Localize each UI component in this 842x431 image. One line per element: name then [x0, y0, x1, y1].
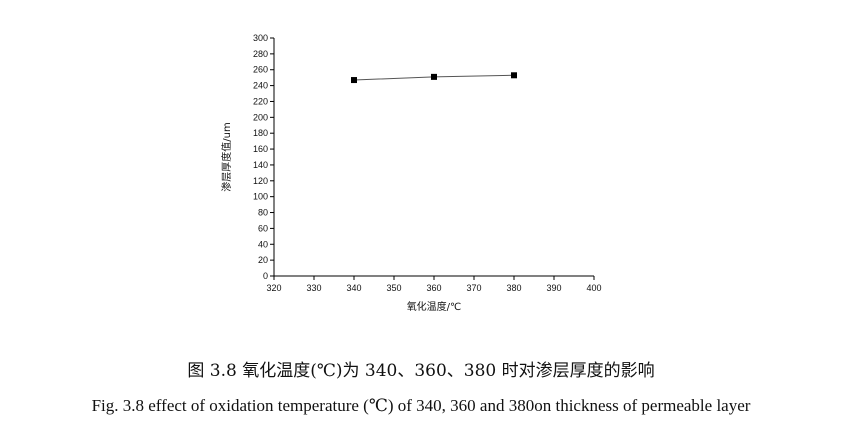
- chart: 0 20 40 60 80 100 120 140 160 180 200 220 240 260 280 3…: [220, 33, 602, 313]
- y-tick-label: 260: [253, 65, 268, 75]
- x-tick-label: 330: [306, 283, 321, 293]
- x-tick-label: 350: [386, 283, 401, 293]
- data-point-marker: [351, 77, 357, 84]
- x-tick-label: 390: [546, 283, 561, 293]
- y-tick-label: 280: [253, 49, 268, 59]
- x-tick-label: 380: [506, 283, 521, 293]
- chart-series: [351, 72, 517, 84]
- x-tick-label: 360: [426, 283, 441, 293]
- figure-caption-chinese: 图 3.8 氧化温度(℃)为 340、360、380 时对渗层厚度的影响: [187, 361, 655, 381]
- y-tick-label: 240: [253, 81, 268, 91]
- y-axis-ticks: 0 20 40 60 80 100 120 140 160 180 200 220 240 260 280 3…: [253, 33, 274, 281]
- y-tick-label: 120: [253, 176, 268, 186]
- y-tick-label: 0: [263, 271, 268, 281]
- data-point-marker: [511, 72, 517, 79]
- y-tick-label: 220: [253, 96, 268, 106]
- y-tick-label: 60: [258, 223, 268, 233]
- chart-axes: [273, 38, 594, 277]
- figure-caption-english: Fig. 3.8 effect of oxidation temperature…: [91, 396, 751, 415]
- x-tick-label: 320: [266, 283, 281, 293]
- y-tick-label: 140: [253, 160, 268, 170]
- y-tick-label: 100: [253, 192, 268, 202]
- data-point-marker: [431, 73, 437, 80]
- x-tick-label: 370: [466, 283, 481, 293]
- y-tick-label: 160: [253, 144, 268, 154]
- y-tick-label: 180: [253, 128, 268, 138]
- y-axis-label: 渗层厚度值/um: [220, 122, 233, 191]
- y-tick-label: 300: [253, 33, 268, 43]
- x-tick-label: 400: [586, 283, 601, 293]
- y-tick-label: 40: [258, 239, 268, 249]
- y-tick-label: 200: [253, 112, 268, 122]
- y-tick-label: 80: [258, 208, 268, 218]
- x-axis-label: 氧化温度/℃: [407, 300, 462, 313]
- x-axis-ticks: 320 330 340 350 360 370 380 390 400: [266, 276, 602, 293]
- x-tick-label: 340: [346, 283, 361, 293]
- y-tick-label: 20: [258, 255, 268, 265]
